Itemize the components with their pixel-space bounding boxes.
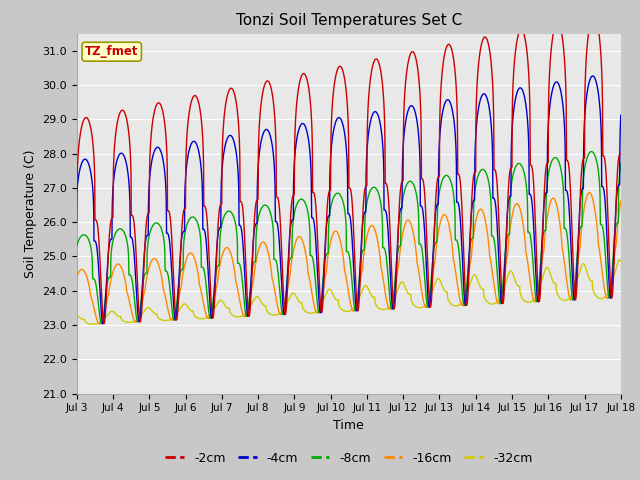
Title: Tonzi Soil Temperatures Set C: Tonzi Soil Temperatures Set C bbox=[236, 13, 462, 28]
X-axis label: Time: Time bbox=[333, 419, 364, 432]
Legend: -2cm, -4cm, -8cm, -16cm, -32cm: -2cm, -4cm, -8cm, -16cm, -32cm bbox=[160, 447, 538, 469]
Y-axis label: Soil Temperature (C): Soil Temperature (C) bbox=[24, 149, 36, 278]
Text: TZ_fmet: TZ_fmet bbox=[85, 45, 138, 58]
